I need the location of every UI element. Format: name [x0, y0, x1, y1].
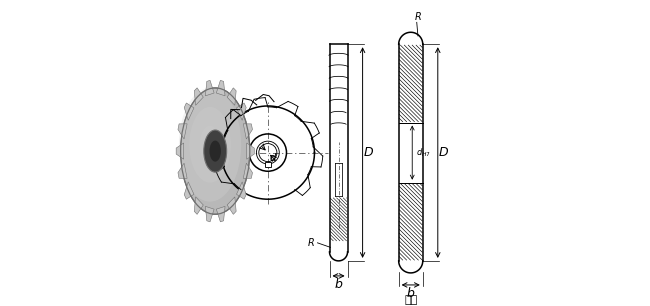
Polygon shape — [176, 143, 184, 159]
Polygon shape — [243, 163, 252, 178]
Text: 简图: 简图 — [404, 295, 417, 305]
Text: b: b — [407, 286, 415, 300]
Polygon shape — [194, 88, 203, 105]
Polygon shape — [247, 143, 254, 159]
Polygon shape — [178, 163, 187, 178]
Polygon shape — [205, 80, 214, 96]
Polygon shape — [184, 103, 194, 120]
Ellipse shape — [181, 88, 250, 214]
Polygon shape — [216, 206, 225, 222]
Ellipse shape — [200, 126, 220, 164]
Polygon shape — [178, 124, 187, 139]
Polygon shape — [227, 88, 236, 105]
Polygon shape — [184, 182, 194, 199]
Polygon shape — [227, 197, 236, 214]
Polygon shape — [216, 80, 225, 96]
Polygon shape — [205, 206, 214, 222]
Polygon shape — [237, 182, 246, 199]
Ellipse shape — [209, 140, 221, 162]
Polygon shape — [194, 197, 203, 214]
Polygon shape — [243, 124, 252, 139]
Text: R: R — [307, 238, 315, 248]
Text: R: R — [415, 12, 422, 22]
Text: $d$: $d$ — [270, 151, 278, 162]
Polygon shape — [237, 103, 246, 120]
Bar — [265, 162, 271, 166]
Text: D: D — [364, 146, 374, 159]
Ellipse shape — [204, 130, 227, 172]
Text: b: b — [335, 278, 343, 290]
Text: $d_{H7}$: $d_{H7}$ — [416, 146, 431, 159]
Text: D: D — [439, 146, 448, 159]
Ellipse shape — [189, 107, 231, 183]
Ellipse shape — [179, 88, 241, 202]
